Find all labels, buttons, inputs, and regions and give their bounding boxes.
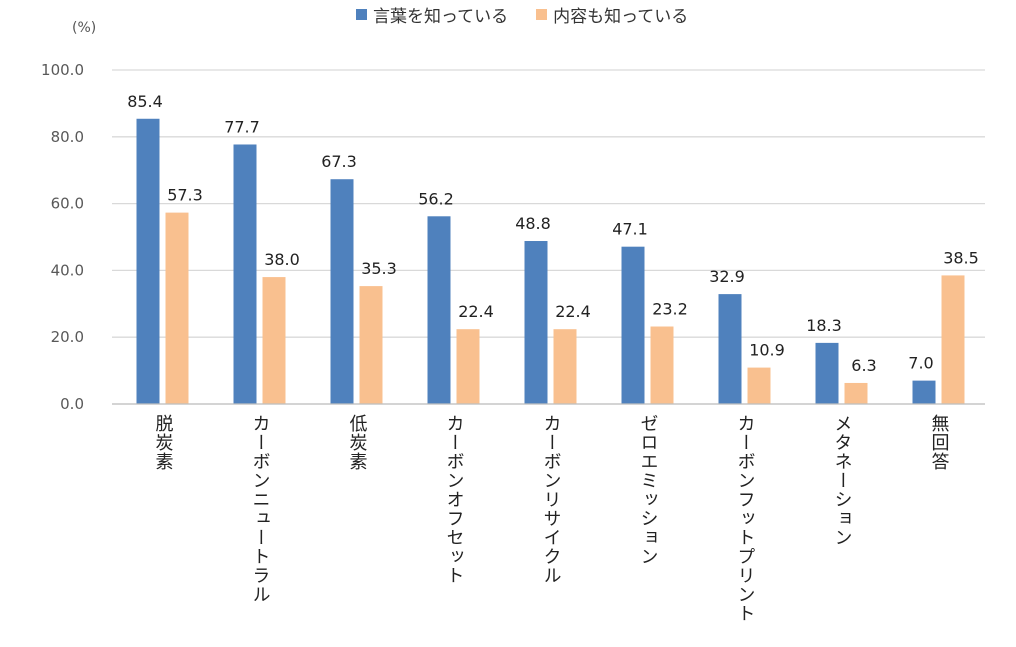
bar-word-known (524, 241, 548, 404)
legend-label: 言葉を知っている (373, 7, 509, 27)
y-tick-label: 0.0 (60, 395, 84, 413)
x-tick-label: 脱炭素 (152, 414, 174, 471)
data-label: 10.9 (749, 341, 785, 360)
bar-content-known (165, 212, 189, 404)
bar-content-known (941, 275, 965, 404)
bar-content-known (844, 382, 868, 404)
x-tick-label: カーボンフットプリント (734, 414, 756, 623)
y-tick-label: 100.0 (41, 61, 84, 79)
data-label: 77.7 (224, 117, 260, 136)
x-tick-label: 低炭素 (346, 414, 368, 471)
data-label: 38.0 (264, 250, 300, 269)
x-tick-label: メタネーション (831, 414, 853, 547)
y-tick-label: 40.0 (51, 261, 84, 279)
bar-content-known (262, 277, 286, 404)
data-label: 38.5 (943, 248, 979, 267)
data-label: 32.9 (709, 267, 745, 286)
x-tick-label: 無回答 (928, 414, 950, 471)
data-label: 7.0 (908, 354, 933, 373)
bar-content-known (553, 329, 577, 404)
bar-word-known (427, 216, 451, 404)
legend-swatch-orange (536, 9, 548, 20)
bar-content-known (359, 286, 383, 404)
data-label: 22.4 (458, 302, 494, 321)
data-label: 22.4 (555, 302, 591, 321)
bar-word-known (815, 342, 839, 404)
x-tick-label: カーボンリサイクル (540, 414, 562, 585)
data-label: 35.3 (361, 259, 397, 278)
x-tick-label: ゼロエミッション (637, 414, 659, 566)
bar-word-known (718, 294, 742, 404)
bar-word-known (912, 380, 936, 404)
x-tick-label: カーボンニュートラル (249, 414, 271, 604)
x-tick-label: カーボンオフセット (443, 414, 465, 585)
data-label: 57.3 (167, 186, 203, 205)
bar-content-known (456, 329, 480, 404)
bar-word-known (330, 179, 354, 404)
bar-word-known (233, 144, 257, 404)
y-axis-unit-label: (%) (72, 20, 97, 36)
data-label: 47.1 (612, 220, 648, 239)
data-label: 85.4 (127, 92, 163, 111)
y-tick-label: 80.0 (51, 128, 84, 146)
bar-content-known (650, 326, 674, 404)
legend-label: 内容も知っている (553, 7, 689, 27)
y-tick-label: 60.0 (51, 195, 84, 213)
bar-word-known (621, 246, 645, 404)
data-label: 56.2 (418, 189, 454, 208)
data-label: 18.3 (806, 316, 842, 335)
chart-legend: 言葉を知っている 内容も知っている (356, 2, 688, 27)
bar-word-known (136, 118, 160, 404)
data-label: 6.3 (851, 356, 876, 375)
data-label: 67.3 (321, 152, 357, 171)
y-tick-label: 20.0 (51, 328, 84, 346)
bar-content-known (747, 367, 771, 404)
legend-item-word-known: 言葉を知っている (356, 2, 508, 27)
legend-swatch-blue (356, 9, 367, 20)
data-label: 48.8 (515, 214, 551, 233)
legend-item-content-known: 内容も知っている (536, 2, 688, 27)
data-label: 23.2 (652, 300, 688, 319)
